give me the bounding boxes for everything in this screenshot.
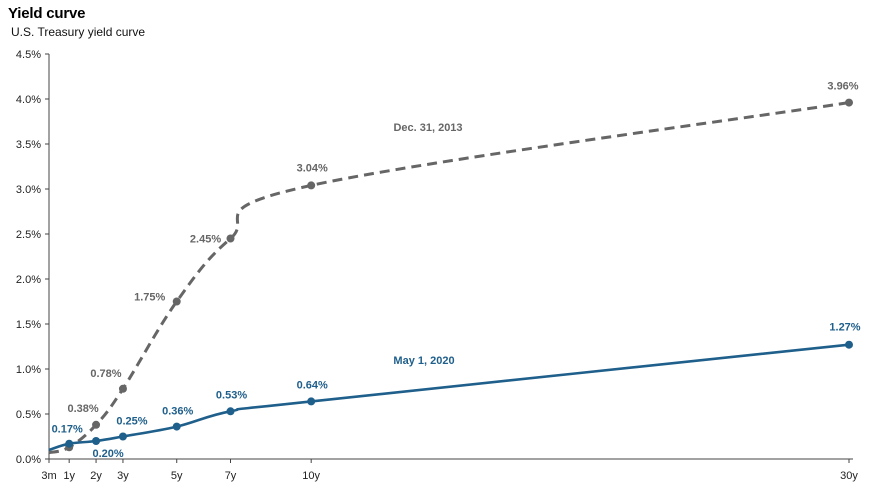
data-point	[845, 340, 853, 349]
y-tick-label: 3.0%	[16, 184, 41, 196]
data-point	[226, 407, 235, 416]
data-label: 0.20%	[92, 448, 123, 460]
y-tick-label: 2.0%	[16, 274, 41, 286]
data-label: 3.04%	[297, 162, 328, 174]
y-tick-label: 3.5%	[16, 139, 41, 151]
data-point	[845, 98, 853, 107]
x-tick-label: 7y	[225, 470, 237, 482]
data-label: 1.75%	[134, 292, 165, 304]
data-point	[118, 432, 127, 441]
series-name-label: May 1, 2020	[393, 355, 454, 367]
data-label: 0.17%	[52, 424, 83, 436]
y-tick-label: 4.0%	[16, 94, 41, 106]
chart-subtitle: U.S. Treasury yield curve	[11, 25, 146, 39]
data-label: 0.53%	[216, 389, 247, 401]
data-point	[172, 422, 181, 431]
data-point	[307, 181, 316, 190]
chart-title: Yield curve	[8, 5, 86, 22]
data-label: 0.78%	[90, 368, 121, 380]
series-line	[48, 343, 850, 452]
y-tick-label: 0.5%	[16, 409, 41, 421]
x-tick-label: 30y	[840, 470, 858, 482]
x-tick-label: 5y	[171, 470, 183, 482]
series-name-label: Dec. 31, 2013	[393, 122, 462, 134]
data-point	[307, 397, 316, 406]
data-label: 0.38%	[67, 403, 98, 415]
x-tick-label: 1y	[63, 470, 75, 482]
data-label: 0.36%	[162, 406, 193, 418]
data-point	[172, 297, 181, 306]
y-tick-label: 0.0%	[16, 454, 41, 466]
data-point	[118, 384, 127, 393]
data-label: 0.25%	[116, 416, 147, 428]
data-label: 1.27%	[829, 322, 860, 334]
y-tick-label: 4.5%	[16, 49, 41, 61]
y-tick-label: 1.5%	[16, 319, 41, 331]
data-point	[92, 420, 101, 429]
data-point	[65, 439, 74, 448]
x-tick-label: 2y	[90, 470, 102, 482]
data-point	[226, 234, 235, 243]
y-tick-label: 1.0%	[16, 364, 41, 376]
x-tick-label: 3m	[41, 470, 56, 482]
data-point	[92, 437, 101, 445]
data-label: 0.64%	[297, 379, 328, 391]
y-tick-label: 2.5%	[16, 229, 41, 241]
data-label: 3.96%	[827, 81, 858, 93]
x-tick-label: 3y	[117, 470, 129, 482]
series-line	[48, 101, 850, 455]
x-tick-label: 10y	[302, 470, 320, 482]
data-label: 2.45%	[190, 234, 221, 246]
